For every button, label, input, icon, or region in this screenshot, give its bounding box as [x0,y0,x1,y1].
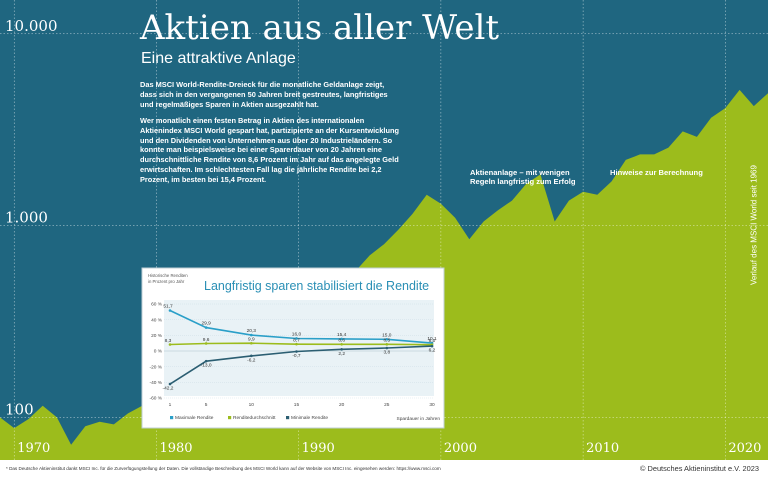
inset-return-chart: Historische Renditen in Prozent pro Jahr… [141,267,445,429]
inset-data-label-min: -13,0 [201,363,212,369]
inset-y-tick-label: 40 % [151,317,163,323]
inset-point-avg [204,342,208,345]
inset-data-label-max: 16,0 [292,331,302,337]
inset-title: Langfristig sparen stabilisiert die Rend… [204,279,429,293]
x-tick-label: 2010 [586,441,619,456]
vertical-index-label-text: Verlauf des MSCI World seit 1969 [749,165,759,285]
inset-x-tick-label: 20 [339,402,345,408]
inset-data-label-max: 10,1 [427,336,437,342]
intro-paragraph-1: Das MSCI World-Rendite-Dreieck für die m… [140,80,388,109]
inset-point-min [295,350,298,353]
footer-note: * Das Deutsche Aktieninstitut dankt MSCI… [6,466,441,471]
inset-data-label-avg: 8,3 [165,338,172,344]
inset-legend-swatch-avg [228,416,232,420]
inset-data-label-max: 20,3 [247,328,257,334]
right-column-heading: Hinweise zur Berechnung [610,168,703,177]
inset-data-label-min: 3,8 [383,350,390,356]
inset-data-label-min: 6,2 [429,348,436,354]
middle-column-heading: Aktienanlage – mit wenigen Regeln langfr… [470,168,576,187]
inset-point-max [385,337,389,341]
inset-data-label-max: 51,7 [163,304,173,310]
inset-point-max [168,309,172,312]
inset-point-min [168,382,172,386]
inset-data-label-avg: 8,0 [429,338,436,344]
page-title: Aktien aus aller Welt [140,8,499,48]
inset-point-min [204,359,208,363]
inset-data-label-max: 15,0 [382,332,392,338]
y-tick-label: 100 [5,400,34,418]
inset-legend-swatch-min [286,416,290,420]
x-tick-label: 1970 [17,441,50,456]
inset-y-tick-label: -40 % [149,380,162,386]
inset-point-avg [168,343,172,346]
inset-x-tick-label: 1 [169,402,172,408]
inset-legend-label-avg: Renditedurchschnitt [233,415,276,421]
inset-data-label-min: -6,2 [247,357,256,363]
inset-legend-label-min: Minimale Rendite [291,415,328,421]
inset-ylabel-line2: in Prozent pro Jahr [148,279,185,284]
x-tick-label: 1980 [159,441,192,456]
vertical-index-label: Verlauf des MSCI World seit 1969 [748,60,760,390]
inset-x-tick-label: 10 [249,402,255,408]
inset-x-tick-label: 15 [294,402,300,408]
inset-legend-swatch-max [170,416,174,420]
inset-xlabel: Spardauer in Jahren [397,416,441,422]
intro-paragraph-2: Wer monatlich einen festen Betrag in Akt… [140,116,399,184]
inset-data-label-min: 2,2 [338,351,345,357]
inset-point-max [295,337,298,340]
x-tick-label: 1990 [302,441,335,456]
x-tick-label: 2000 [444,441,477,456]
inset-data-label-avg: 8,6 [338,338,345,344]
inset-y-tick-label: -20 % [149,364,162,370]
inset-legend-label-max: Maximale Rendite [175,415,214,421]
inset-point-max [250,333,253,337]
inset-data-label-avg: 9,6 [203,337,210,343]
page-subtitle: Eine attraktive Anlage [141,50,296,67]
inset-point-avg [385,343,389,346]
inset-point-max [340,337,343,341]
copyright: © Deutsches Aktieninstitut e.V. 2023 [640,464,759,473]
inset-ylabel-line1: Historische Renditen [148,273,188,278]
inset-point-min [430,344,434,348]
inset-data-label-max: 29,9 [201,321,211,327]
inset-point-avg [250,341,253,345]
inset-data-label-max: 15,4 [337,332,347,338]
inset-x-tick-label: 30 [429,402,435,408]
inset-point-min [340,347,343,351]
inset-y-tick-label: 20 % [151,333,163,339]
inset-y-tick-label: -60 % [149,396,162,402]
inset-data-label-min: -42,2 [163,386,174,392]
inset-y-tick-label: 60 % [151,302,163,308]
inset-point-max [204,326,208,329]
inset-data-label-avg: 9,9 [248,337,255,343]
inset-x-tick-label: 5 [205,402,208,408]
y-tick-label: 1.000 [5,209,48,227]
inset-data-label-avg: 8,5 [383,338,390,344]
inset-x-tick-label: 25 [384,402,390,408]
y-tick-label: 10.000 [5,17,58,35]
inset-point-avg [340,342,343,346]
inset-point-min [250,354,253,358]
inset-data-label-avg: 8,7 [293,338,300,344]
inset-data-label-min: -0,7 [292,353,301,359]
inset-y-tick-label: 0 % [154,349,163,355]
inset-point-avg [295,342,298,346]
inset-point-min [385,346,389,350]
x-tick-label: 2020 [728,441,761,456]
